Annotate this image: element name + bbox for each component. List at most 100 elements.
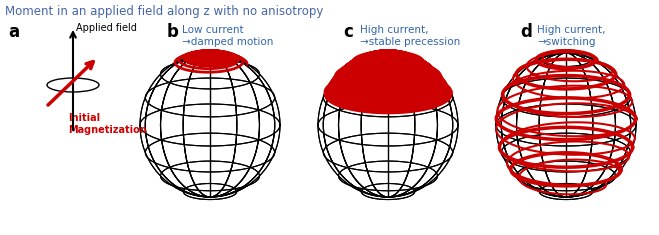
Polygon shape: [372, 50, 405, 60]
Polygon shape: [207, 52, 214, 54]
Polygon shape: [186, 50, 234, 65]
Polygon shape: [190, 50, 230, 62]
Polygon shape: [386, 52, 390, 54]
Polygon shape: [343, 56, 433, 83]
Polygon shape: [195, 50, 225, 59]
Text: d: d: [520, 23, 532, 41]
Polygon shape: [186, 50, 233, 64]
Polygon shape: [357, 51, 420, 70]
Polygon shape: [192, 50, 228, 61]
Polygon shape: [329, 67, 447, 104]
Polygon shape: [203, 51, 217, 56]
Polygon shape: [188, 50, 231, 63]
Polygon shape: [376, 50, 401, 58]
Polygon shape: [344, 55, 432, 82]
Polygon shape: [373, 50, 403, 59]
Polygon shape: [352, 52, 424, 74]
Polygon shape: [206, 52, 214, 55]
Polygon shape: [194, 50, 225, 59]
Polygon shape: [189, 50, 231, 63]
Polygon shape: [198, 50, 223, 58]
Polygon shape: [384, 52, 393, 55]
Polygon shape: [190, 50, 231, 62]
Polygon shape: [362, 50, 413, 66]
Polygon shape: [331, 66, 445, 101]
Polygon shape: [380, 51, 397, 56]
Polygon shape: [184, 50, 236, 66]
Polygon shape: [326, 71, 449, 109]
Polygon shape: [198, 51, 222, 58]
Polygon shape: [205, 52, 215, 55]
Polygon shape: [196, 50, 223, 58]
Polygon shape: [196, 50, 224, 59]
Polygon shape: [328, 68, 447, 105]
Text: b: b: [167, 23, 179, 41]
Polygon shape: [208, 52, 212, 54]
Polygon shape: [332, 64, 444, 98]
Text: High current,
→stable precession: High current, →stable precession: [360, 25, 460, 47]
Polygon shape: [336, 60, 440, 92]
Polygon shape: [196, 50, 224, 59]
Polygon shape: [333, 63, 443, 97]
Polygon shape: [194, 50, 227, 60]
Polygon shape: [338, 59, 438, 89]
Polygon shape: [359, 51, 417, 68]
Polygon shape: [325, 73, 451, 112]
Polygon shape: [201, 51, 219, 56]
Polygon shape: [353, 52, 423, 73]
Polygon shape: [381, 51, 395, 56]
Polygon shape: [208, 52, 212, 54]
Polygon shape: [200, 51, 219, 57]
Text: Moment in an applied field along z with no anisotropy: Moment in an applied field along z with …: [5, 5, 324, 18]
Text: c: c: [343, 23, 353, 41]
Polygon shape: [206, 52, 214, 54]
Polygon shape: [369, 50, 407, 62]
Polygon shape: [207, 52, 213, 54]
Polygon shape: [188, 50, 231, 63]
Polygon shape: [385, 52, 391, 54]
Polygon shape: [345, 55, 431, 81]
Polygon shape: [186, 50, 234, 64]
Polygon shape: [185, 50, 235, 65]
Polygon shape: [204, 51, 216, 55]
Polygon shape: [382, 51, 394, 55]
Polygon shape: [195, 50, 225, 59]
Polygon shape: [187, 50, 233, 64]
Polygon shape: [204, 51, 215, 55]
Polygon shape: [326, 72, 450, 111]
Polygon shape: [198, 51, 221, 58]
Polygon shape: [337, 59, 439, 91]
Polygon shape: [370, 50, 406, 61]
Polygon shape: [185, 50, 235, 66]
Polygon shape: [188, 50, 232, 63]
Polygon shape: [333, 63, 442, 96]
Polygon shape: [346, 54, 430, 80]
Polygon shape: [351, 52, 425, 75]
Polygon shape: [203, 51, 217, 55]
Polygon shape: [340, 58, 436, 87]
Polygon shape: [374, 50, 402, 59]
Polygon shape: [185, 50, 235, 65]
Polygon shape: [199, 51, 221, 57]
Polygon shape: [335, 61, 440, 93]
Text: Applied field: Applied field: [76, 23, 137, 33]
Polygon shape: [349, 53, 428, 78]
Polygon shape: [204, 51, 216, 55]
Polygon shape: [199, 51, 221, 57]
Polygon shape: [341, 57, 435, 86]
Polygon shape: [192, 50, 227, 60]
Text: Initial
Magnetization: Initial Magnetization: [68, 113, 147, 135]
Polygon shape: [330, 67, 446, 102]
Polygon shape: [349, 53, 426, 76]
Polygon shape: [185, 50, 236, 66]
Polygon shape: [328, 69, 448, 107]
Text: Low current
→damped motion: Low current →damped motion: [182, 25, 273, 47]
Text: High current,
→switching: High current, →switching: [537, 25, 606, 47]
Polygon shape: [188, 50, 233, 63]
Polygon shape: [200, 51, 220, 57]
Polygon shape: [342, 56, 434, 84]
Polygon shape: [366, 50, 410, 63]
Polygon shape: [364, 50, 412, 65]
Polygon shape: [365, 50, 411, 64]
Polygon shape: [368, 50, 409, 62]
